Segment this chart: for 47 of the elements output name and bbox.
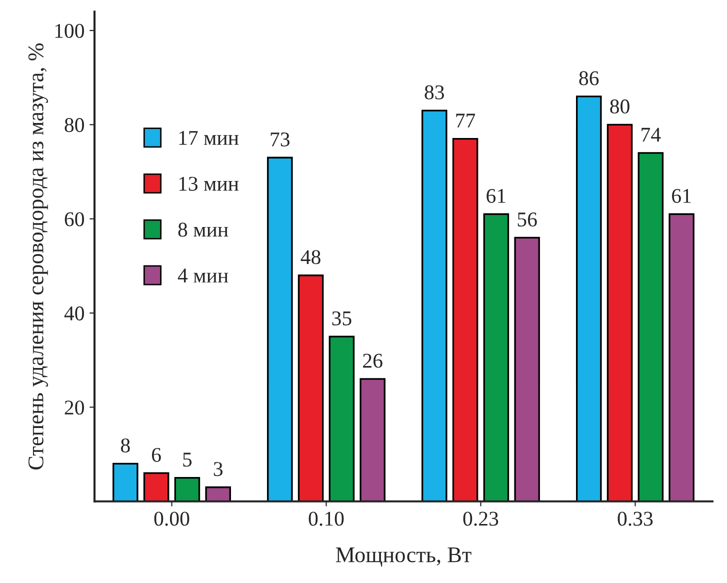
legend-label: 4 мин: [178, 268, 228, 282]
bar: [421, 110, 448, 502]
bar: [298, 274, 324, 502]
bar: [112, 462, 138, 502]
x-tick-label: 0.23: [463, 512, 498, 526]
legend-label: 8 мин: [178, 222, 228, 237]
y-tick-label: 80: [64, 118, 84, 132]
bar: [638, 152, 664, 502]
data-label: 61: [486, 188, 506, 203]
x-tick-label: 0.00: [154, 512, 190, 526]
bar: [452, 138, 478, 502]
bar: [205, 486, 231, 502]
legend-label: 17 мин: [179, 130, 239, 145]
data-label: 74: [642, 128, 661, 142]
data-label: 77: [456, 114, 476, 128]
x-tick-label: 0.10: [308, 512, 344, 526]
bar: [576, 96, 602, 502]
bar: [668, 213, 694, 502]
bar: [267, 156, 293, 502]
y-tick-label: 20: [64, 400, 84, 415]
y-axis-title: Степень удаления сероводорода из мазута, %: [28, 43, 48, 470]
y-tick-label: 60: [64, 212, 84, 226]
data-label: 86: [579, 71, 599, 86]
bar: [174, 477, 200, 502]
bar: [143, 472, 170, 502]
data-label: 26: [363, 354, 382, 368]
legend-label: 13 мин: [179, 176, 239, 191]
data-label: 80: [610, 99, 630, 114]
bar: [483, 213, 510, 502]
data-label: 5: [183, 452, 192, 467]
x-axis-title: Мощность, Вт: [336, 548, 472, 567]
data-label: 35: [332, 311, 352, 326]
data-label: 6: [152, 448, 161, 462]
data-label: 56: [518, 212, 537, 227]
data-label: 73: [270, 132, 290, 146]
bar: [606, 124, 633, 502]
bar: [328, 336, 355, 502]
data-label: 8: [120, 438, 130, 453]
y-tick-label: 40: [64, 306, 84, 320]
data-label: 83: [424, 85, 444, 100]
data-label: 48: [300, 250, 320, 264]
bar: [514, 236, 540, 502]
data-label: 3: [214, 462, 222, 476]
x-tick-label: 0.33: [618, 512, 653, 526]
y-tick-label: 100: [55, 24, 84, 38]
data-label: 61: [672, 188, 691, 203]
bar: [360, 378, 386, 502]
